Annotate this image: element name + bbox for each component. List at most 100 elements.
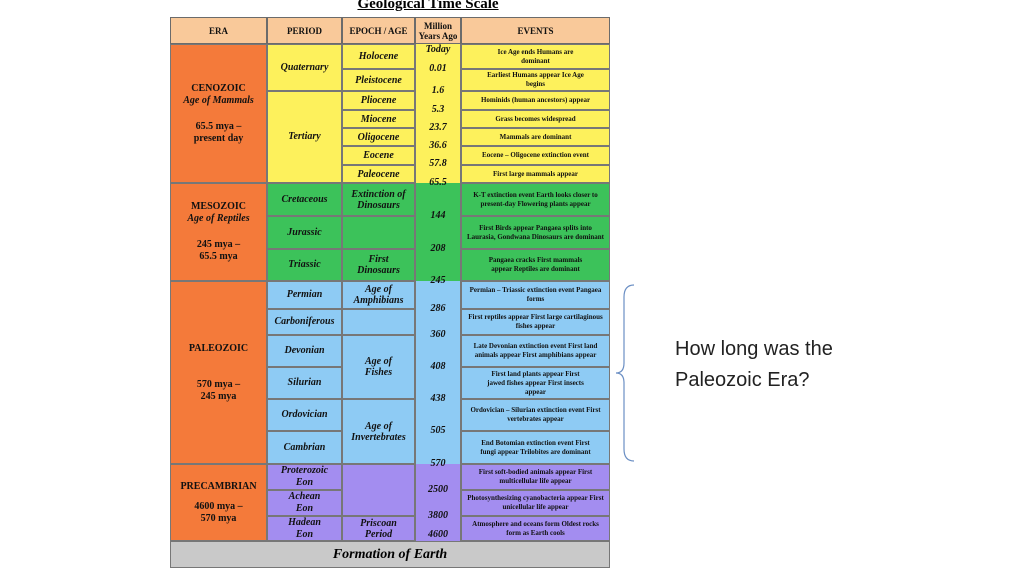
epoch-extinction-of-dinosaurs: Extinction of Dinosaurs [342,183,415,216]
event-cell: First reptiles appear First large cartil… [461,309,610,335]
event-cell: Photosynthesizing cyanobacteria appear F… [461,490,610,516]
mya-label: 408 [430,361,446,372]
event-cell: Atmosphere and oceans form Oldest rocks … [461,516,610,541]
period-achean: Achean Eon [267,490,342,516]
period-label: Proterozoic Eon [280,465,329,488]
epoch-holocene: Holocene [342,44,415,69]
header-period: PERIOD [267,17,342,44]
header-events: EVENTS [461,17,610,44]
epoch-label: First Dinosaurs [357,254,400,276]
event-cell: Pangaea cracks First mammals appear Rept… [461,249,610,281]
mya-label: 2500 [428,484,448,495]
period-tertiary: Tertiary [267,91,342,183]
era-subtitle: Age of Reptiles [187,213,250,224]
period-silurian: Silurian [267,367,342,399]
epoch-age-of-amphibians: Age of Amphibians [342,281,415,309]
header-era: ERA [170,17,267,44]
mya-band-mesozoic [415,183,461,281]
era-paleozoic: PALEOZOIC 570 mya – 245 mya [170,281,267,464]
epoch-priscoan-period: Priscoan Period [342,516,415,541]
event-cell: First Birds appear Pangaea splits into L… [461,216,610,249]
event-cell: Earliest Humans appear Ice Age begins [461,69,610,91]
epoch-first-dinosaurs: First Dinosaurs [342,249,415,281]
era-cenozoic: CENOZOIC Age of Mammals 65.5 mya – prese… [170,44,267,183]
mya-label: 4600 [428,529,448,540]
mya-label: 23.7 [429,122,447,133]
mya-label: 438 [430,393,446,404]
epoch-age-of-fishes: Age of Fishes [342,335,415,399]
event-cell: Late Devonian extinction event First lan… [461,335,610,367]
mya-label: 0.01 [429,63,447,74]
epoch-label: Age of Invertebrates [351,420,406,443]
period-ordovician: Ordovician [267,399,342,431]
era-range: 65.5 mya – present day [193,120,244,144]
epoch-label: Extinction of Dinosaurs [351,188,406,211]
mya-band-precambrian [415,464,461,541]
epoch-pliocene: Pliocene [342,91,415,110]
period-cretaceous: Cretaceous [267,183,342,216]
epoch-blank [342,309,415,335]
mya-band-paleozoic [415,281,461,464]
event-cell: End Botomian extinction event First fung… [461,431,610,464]
period-proterozoic: Proterozoic Eon [267,464,342,490]
event-cell: Hominids (human ancestors) appear [461,91,610,110]
event-cell: First soft-bodied animals appear First m… [461,464,610,490]
mya-label: 286 [430,303,446,314]
curly-brace-icon [615,284,635,462]
epoch-label: Priscoan Period [360,517,397,540]
period-label: Achean Eon [288,491,321,514]
mya-label: 570 [430,458,446,469]
mya-label: 57.8 [429,158,447,169]
event-cell: First land plants appear First jawed fis… [461,367,610,399]
era-name: PALEOZOIC [188,342,249,354]
period-jurassic: Jurassic [267,216,342,249]
mya-label: 36.6 [429,140,447,151]
period-permian: Permian [267,281,342,309]
epoch-pleistocene: Pleistocene [342,69,415,91]
event-cell: Mammals are dominant [461,128,610,146]
era-range: 570 mya – 245 mya [196,378,241,402]
era-name: CENOZOIC [191,82,246,94]
period-triassic: Triassic [267,249,342,281]
epoch-age-of-invertebrates: Age of Invertebrates [342,399,415,464]
epoch-label: Age of Fishes [364,356,393,378]
formation-of-earth-footer: Formation of Earth [170,541,610,568]
era-name: PRECAMBRIAN [180,480,257,492]
event-cell: Grass becomes widespread [461,110,610,128]
header-epoch: EPOCH / AGE [342,17,415,44]
period-cambrian: Cambrian [267,431,342,464]
era-subtitle: Age of Mammals [183,94,254,106]
geological-time-scale-chart: Geological Time Scale ERA PERIOD EPOCH /… [170,0,610,576]
mya-label: 505 [430,425,446,436]
mya-label: 65.5 [429,177,447,188]
mya-label: 5.3 [431,104,445,115]
period-carboniferous: Carboniferous [267,309,342,335]
period-quaternary: Quaternary [267,44,342,91]
mya-label: 245 [430,275,446,286]
mya-label: 1.6 [431,85,445,96]
event-cell: Ice Age ends Humans are dominant [461,44,610,69]
mya-label: Today [425,44,451,55]
epoch-eocene: Eocene [342,146,415,165]
event-cell: Ordovician – Silurian extinction event F… [461,399,610,431]
question-text: How long was the Paleozoic Era? [675,338,833,391]
epoch-blank [342,464,415,516]
period-label: Hadean Eon [288,516,321,540]
mya-label: 208 [430,243,446,254]
event-cell: K-T extinction event Earth looks closer … [461,183,610,216]
event-cell: Eocene – Oligocene extinction event [461,146,610,165]
epoch-paleocene: Paleocene [342,165,415,183]
chart-title: Geological Time Scale [357,0,499,12]
era-mesozoic: MESOZOIC Age of Reptiles 245 mya – 65.5 … [170,183,267,281]
epoch-label: Age of Amphibians [353,284,404,306]
event-cell: Permian – Triassic extinction event Pang… [461,281,610,309]
epoch-blank [342,216,415,249]
era-range: 4600 mya – 570 mya [194,500,243,524]
epoch-oligocene: Oligocene [342,128,415,146]
mya-label: 3800 [428,510,448,521]
header-mya: Million Years Ago [415,17,461,44]
era-name: MESOZOIC [190,201,246,212]
era-precambrian: PRECAMBRIAN 4600 mya – 570 mya [170,464,267,541]
era-range: 245 mya – 65.5 mya [196,239,241,262]
period-devonian: Devonian [267,335,342,367]
